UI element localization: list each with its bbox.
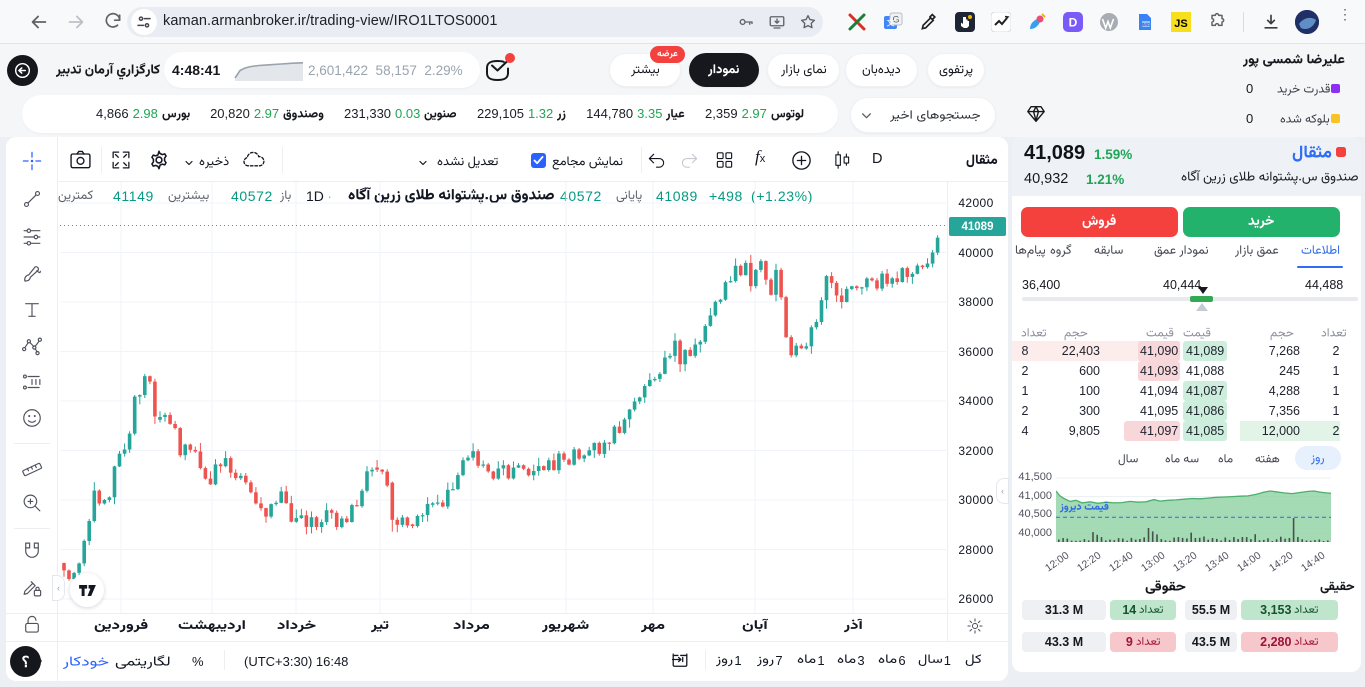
svg-text:G: G bbox=[892, 15, 899, 25]
svg-text:JS: JS bbox=[1174, 18, 1187, 30]
svg-text:文: 文 bbox=[887, 18, 895, 28]
svg-text:IMG: IMG bbox=[1142, 22, 1151, 27]
svg-text:D: D bbox=[1069, 16, 1078, 30]
